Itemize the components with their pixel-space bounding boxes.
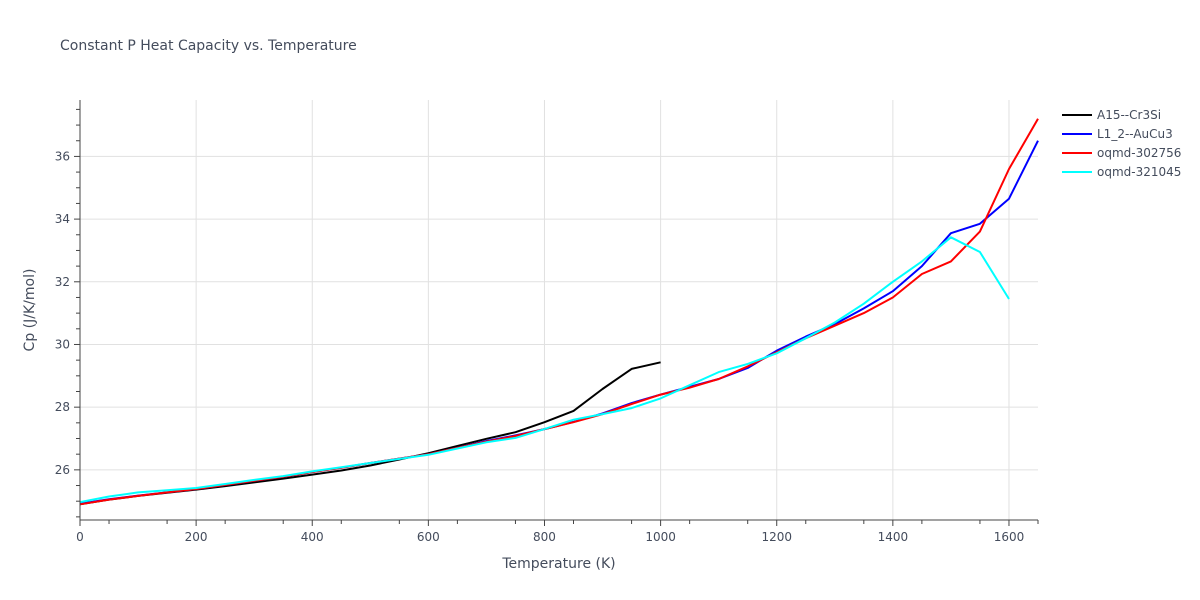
x-tick-label: 1600: [994, 530, 1025, 544]
series-line-a15-cr3si: [79, 361, 661, 506]
y-tick-label: 34: [55, 212, 70, 226]
x-axis-label: Temperature (K): [501, 556, 615, 572]
x-tick-label: 600: [417, 530, 440, 544]
x-tick-label: 1200: [761, 530, 792, 544]
series-line-oqmd-302756: [79, 118, 1039, 506]
x-tick-label: 1400: [878, 530, 909, 544]
y-tick-label: 28: [55, 400, 70, 414]
x-tick-label: 400: [301, 530, 324, 544]
x-tick-label: 800: [533, 530, 556, 544]
y-tick-label: 36: [55, 149, 70, 163]
legend-label: A15--Cr3Si: [1097, 108, 1161, 122]
gridlines: [80, 100, 1038, 520]
series-lines: [79, 118, 1039, 506]
x-tick-label: 0: [76, 530, 84, 544]
legend-label: oqmd-302756: [1097, 146, 1181, 160]
y-axis-ticks: 26 28 30 32 34 36: [55, 108, 80, 518]
legend-label: L1_2--AuCu3: [1097, 127, 1173, 141]
y-tick-label: 30: [55, 337, 70, 351]
legend-label: oqmd-321045: [1097, 165, 1181, 179]
series-line-oqmd-321045: [79, 236, 1010, 504]
axes: [79, 100, 1038, 521]
x-tick-label: 200: [185, 530, 208, 544]
x-tick-label: 1000: [645, 530, 676, 544]
y-axis-label: Cp (J/K/mol): [22, 269, 38, 352]
y-tick-label: 32: [55, 275, 70, 289]
series-line-l1-2-aucu3: [79, 140, 1039, 505]
legend: A15--Cr3Si L1_2--AuCu3 oqmd-302756 oqmd-321…: [1062, 108, 1181, 179]
x-axis-ticks: 0 200 400 600 800 1000 1200 1400 1600: [76, 520, 1039, 544]
chart-title: Constant P Heat Capacity vs. Temperature: [60, 38, 357, 54]
y-tick-label: 26: [55, 463, 70, 477]
